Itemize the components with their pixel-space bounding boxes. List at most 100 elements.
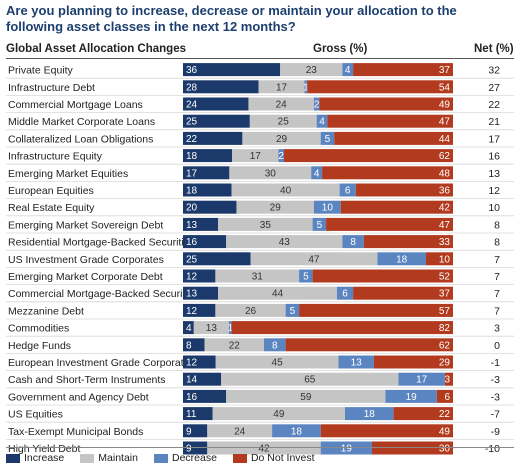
bar-maintain-commercial-mortgage-loans: [248, 97, 314, 111]
bar-maintain-hedge-funds: [204, 338, 264, 352]
net-value-infrastructure-equity: 16: [488, 151, 500, 163]
value-label-do-not-invest-mezzanine-debt: 57: [439, 306, 451, 317]
value-label-decrease-high-yield-debt: 19: [341, 444, 353, 455]
bar-do-not-invest-hedge-funds: [285, 338, 453, 352]
value-label-decrease-emerging-market-sovereign-debt: 5: [317, 220, 323, 231]
bar-maintain-emerging-market-sovereign-debt: [218, 217, 313, 231]
bar-decrease-cash-and-short-term-instruments: [398, 372, 445, 386]
bar-decrease-high-yield-debt: [320, 441, 372, 455]
net-value-european-investment-grade-corporates: -1: [491, 357, 500, 369]
bar-increase-hedge-funds: [183, 338, 205, 352]
value-label-maintain-us-equities: 49: [273, 409, 285, 420]
value-label-do-not-invest-infrastructure-debt: 54: [439, 82, 451, 93]
bar-increase-european-investment-grade-corporates: [183, 355, 216, 369]
category-label-hedge-funds: Hedge Funds: [8, 340, 71, 352]
bar-decrease-emerging-market-corporate-debt: [299, 269, 313, 283]
legend: Increase Maintain Decrease Do Not Invest: [6, 452, 315, 464]
value-label-maintain-hedge-funds: 22: [229, 340, 241, 351]
bar-increase-commodities: [183, 321, 194, 335]
bar-maintain-us-equities: [212, 407, 345, 421]
value-label-decrease-infrastructure-debt: 1: [303, 82, 309, 93]
value-label-increase-government-and-agency-debt: 16: [186, 392, 198, 403]
value-label-do-not-invest-high-yield-debt: 30: [439, 444, 451, 455]
bar-increase-commercial-mortgage-backed-securities: [183, 286, 219, 300]
bar-increase-european-equities: [183, 183, 232, 197]
value-label-decrease-tax-exempt-municipal-bonds: 18: [291, 426, 303, 437]
bar-do-not-invest-emerging-market-sovereign-debt: [326, 217, 453, 231]
bar-decrease-collateralized-loan-obligations: [320, 131, 335, 145]
value-label-maintain-mezzanine-debt: 26: [245, 306, 257, 317]
bar-do-not-invest-emerging-market-corporate-debt: [312, 269, 453, 283]
value-label-decrease-cash-and-short-term-instruments: 17: [416, 375, 428, 386]
value-label-do-not-invest-real-estate-equity: 42: [439, 203, 451, 214]
bar-do-not-invest-government-and-agency-debt: [436, 389, 453, 403]
bar-do-not-invest-collateralized-loan-obligations: [334, 131, 453, 145]
bar-maintain-real-estate-equity: [236, 200, 314, 214]
value-label-maintain-european-investment-grade-corporates: 45: [272, 358, 284, 369]
legend-swatch-decrease: [153, 453, 168, 463]
bar-decrease-private-equity: [342, 63, 354, 77]
value-label-maintain-private-equity: 23: [306, 65, 318, 76]
net-value-emerging-market-equities: 13: [488, 168, 500, 180]
value-label-maintain-infrastructure-debt: 17: [276, 82, 288, 93]
value-label-increase-commercial-mortgage-backed-securities: 13: [186, 289, 198, 300]
net-value-us-equities: -7: [491, 409, 500, 421]
value-label-increase-commercial-mortgage-loans: 24: [186, 100, 198, 111]
value-label-increase-emerging-market-equities: 17: [186, 168, 198, 179]
net-value-government-and-agency-debt: -3: [491, 391, 500, 403]
value-label-increase-european-investment-grade-corporates: 12: [186, 358, 198, 369]
net-value-real-estate-equity: 10: [488, 202, 500, 214]
legend-item-decrease: Decrease: [153, 452, 217, 464]
net-value-commodities: 3: [494, 323, 500, 335]
net-value-emerging-market-sovereign-debt: 8: [494, 219, 500, 231]
bar-do-not-invest-european-investment-grade-corporates: [373, 355, 453, 369]
bar-increase-emerging-market-corporate-debt: [183, 269, 216, 283]
net-value-emerging-market-corporate-debt: 7: [494, 271, 500, 283]
value-label-do-not-invest-us-equities: 22: [439, 409, 451, 420]
bar-do-not-invest-middle-market-corporate-loans: [327, 114, 453, 128]
value-label-increase-real-estate-equity: 20: [186, 203, 198, 214]
bar-maintain-emerging-market-corporate-debt: [215, 269, 300, 283]
bar-maintain-infrastructure-equity: [232, 149, 279, 163]
value-label-increase-emerging-market-sovereign-debt: 13: [186, 220, 198, 231]
category-label-real-estate-equity: Real Estate Equity: [8, 202, 95, 214]
value-label-maintain-middle-market-corporate-loans: 25: [278, 117, 290, 128]
category-label-european-investment-grade-corporates: European Investment Grade Corporates: [8, 357, 195, 369]
category-label-mezzanine-debt: Mezzanine Debt: [8, 305, 84, 317]
bar-do-not-invest-commercial-mortgage-loans: [319, 97, 453, 111]
legend-swatch-increase: [6, 453, 20, 463]
value-label-decrease-hedge-funds: 8: [272, 340, 278, 351]
category-label-emerging-market-sovereign-debt: Emerging Market Sovereign Debt: [8, 219, 163, 231]
bar-maintain-commodities: [193, 321, 229, 335]
value-label-do-not-invest-emerging-market-sovereign-debt: 47: [439, 220, 451, 231]
bar-maintain-infrastructure-debt: [258, 80, 305, 94]
net-value-high-yield-debt: -10: [485, 443, 500, 455]
value-label-maintain-government-and-agency-debt: 59: [300, 392, 312, 403]
value-label-do-not-invest-infrastructure-equity: 62: [439, 151, 451, 162]
category-header: Global Asset Allocation Changes: [6, 43, 186, 55]
bar-increase-commercial-mortgage-loans: [183, 97, 249, 111]
bar-increase-emerging-market-equities: [183, 166, 230, 180]
net-value-hedge-funds: 0: [494, 340, 500, 352]
value-label-increase-us-equities: 11: [186, 409, 197, 420]
bar-decrease-infrastructure-debt: [304, 80, 308, 94]
value-label-decrease-commercial-mortgage-backed-securities: 6: [342, 289, 348, 300]
category-label-commercial-mortgage-loans: Commercial Mortgage Loans: [8, 99, 143, 111]
value-label-decrease-emerging-market-equities: 4: [314, 168, 320, 179]
category-label-european-equities: European Equities: [8, 185, 94, 197]
value-label-decrease-residential-mortgage-backed-securities: 8: [350, 237, 356, 248]
bar-do-not-invest-infrastructure-equity: [283, 149, 453, 163]
value-label-decrease-infrastructure-equity: 2: [278, 151, 284, 162]
net-value-residential-mortgage-backed-securities: 8: [494, 237, 500, 249]
bar-maintain-emerging-market-equities: [229, 166, 312, 180]
value-label-do-not-invest-us-investment-grade-corporates: 10: [439, 254, 451, 265]
value-label-maintain-commercial-mortgage-loans: 24: [276, 100, 288, 111]
legend-item-maintain: Maintain: [80, 452, 138, 464]
net-value-mezzanine-debt: 7: [494, 305, 500, 317]
value-label-maintain-infrastructure-equity: 17: [250, 151, 262, 162]
value-label-decrease-private-equity: 4: [345, 65, 351, 76]
value-label-maintain-european-equities: 40: [280, 186, 292, 197]
category-label-emerging-market-corporate-debt: Emerging Market Corporate Debt: [8, 271, 163, 283]
value-label-do-not-invest-cash-and-short-term-instruments: 3: [444, 375, 450, 386]
